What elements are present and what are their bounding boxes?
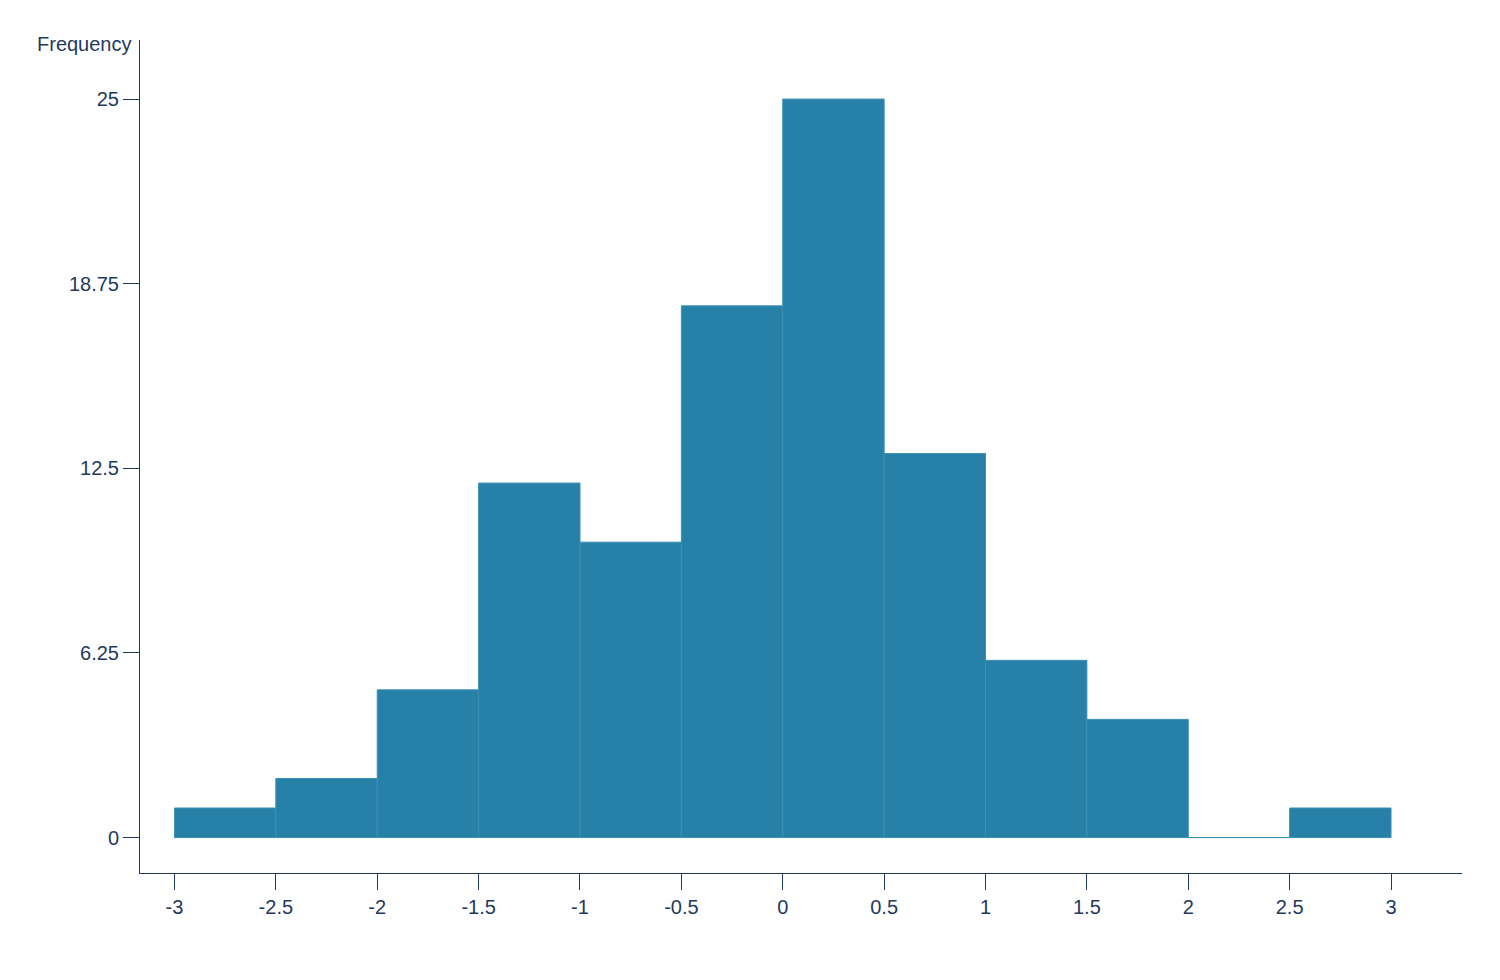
svg-text:0.5: 0.5 (870, 896, 898, 918)
svg-text:-1: -1 (571, 896, 589, 918)
svg-text:25: 25 (97, 88, 119, 110)
svg-text:-3: -3 (166, 896, 184, 918)
svg-text:3: 3 (1385, 896, 1396, 918)
svg-text:12.5: 12.5 (80, 457, 119, 479)
svg-text:1: 1 (980, 896, 991, 918)
svg-text:1.5: 1.5 (1073, 896, 1101, 918)
svg-text:-2.5: -2.5 (259, 896, 293, 918)
svg-text:Frequency: Frequency (37, 33, 132, 55)
svg-text:-2: -2 (368, 896, 386, 918)
svg-text:-0.5: -0.5 (664, 896, 698, 918)
svg-text:18.75: 18.75 (69, 273, 119, 295)
svg-text:-1.5: -1.5 (461, 896, 495, 918)
svg-text:0: 0 (108, 827, 119, 849)
svg-text:2: 2 (1183, 896, 1194, 918)
svg-text:2.5: 2.5 (1276, 896, 1304, 918)
svg-text:6.25: 6.25 (80, 642, 119, 664)
svg-text:0: 0 (777, 896, 788, 918)
